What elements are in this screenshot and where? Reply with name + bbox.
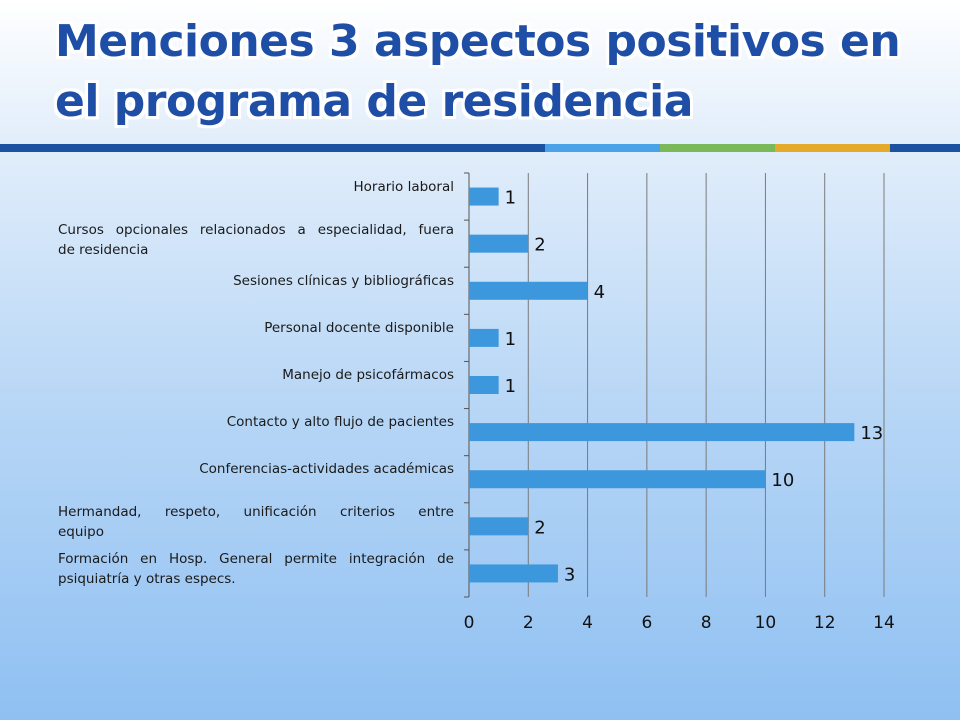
data-label: 1 <box>505 188 516 209</box>
rule-segment <box>775 144 890 152</box>
category-label-line: Horario laboral <box>353 178 454 195</box>
category-label-line: Manejo de psicofármacos <box>282 367 454 383</box>
bar <box>469 187 499 206</box>
data-label: 2 <box>534 235 545 256</box>
bar <box>469 470 766 489</box>
data-label: 1 <box>505 376 516 397</box>
rule-segment <box>0 144 545 152</box>
category-label: Contacto y alto flujo de pacientes <box>58 412 454 432</box>
rule-segment <box>545 144 660 152</box>
data-label: 1 <box>505 329 516 350</box>
category-label: Hermandad, respeto, unificación criterio… <box>58 502 454 542</box>
category-label-line: Cursos opcionales relacionados a especia… <box>58 221 454 238</box>
category-label: Conferencias-actividades académicas <box>58 459 454 479</box>
category-label: Manejo de psicofármacos <box>58 365 454 385</box>
category-label-line: Hermandad, respeto, unificación criterio… <box>58 504 454 521</box>
category-label-line: equipo <box>58 524 105 541</box>
category-label-line: de residencia <box>58 241 149 258</box>
category-label-line: Personal docente disponible <box>264 319 454 336</box>
x-tick-label: 14 <box>873 613 895 633</box>
bar <box>469 281 588 300</box>
category-label-line: psiquiatría y otras especs. <box>58 571 236 588</box>
category-label-line: Contacto y alto flujo de pacientes <box>226 414 454 431</box>
category-label-line: Formación en Hosp. General permite integ… <box>58 551 454 568</box>
x-tick-label: 6 <box>641 613 652 633</box>
category-label: Personal docente disponible <box>58 318 454 338</box>
category-label-line: Conferencias-actividades académicas <box>199 461 454 478</box>
category-label-line: Sesiones clínicas y bibliográficas <box>233 272 454 289</box>
bar <box>469 376 499 394</box>
category-label: Horario laboral <box>58 177 454 197</box>
category-label: Sesiones clínicas y bibliográficas <box>58 271 454 291</box>
x-tick-label: 8 <box>701 613 712 633</box>
slide-title: Menciones 3 aspectos positivos en el pro… <box>55 16 901 127</box>
title-underline-rule <box>0 144 960 152</box>
bar <box>469 234 529 253</box>
bar <box>469 564 558 583</box>
x-tick-label: 0 <box>464 613 475 633</box>
bar <box>469 328 499 347</box>
bar <box>469 423 855 442</box>
category-label: Formación en Hosp. General permite integ… <box>58 549 454 589</box>
data-label: 4 <box>594 282 605 303</box>
x-tick-label: 4 <box>582 613 593 633</box>
x-tick-label: 10 <box>755 613 777 633</box>
x-tick-label: 12 <box>814 613 836 633</box>
data-label: 2 <box>534 517 545 538</box>
data-label: 3 <box>564 564 575 585</box>
rule-segment <box>890 144 960 152</box>
x-tick-label: 2 <box>523 613 534 633</box>
data-label: 10 <box>771 470 794 491</box>
bar <box>469 517 529 536</box>
category-label: Cursos opcionales relacionados a especia… <box>58 220 454 260</box>
rule-segment <box>660 144 775 152</box>
data-label: 13 <box>860 423 883 444</box>
